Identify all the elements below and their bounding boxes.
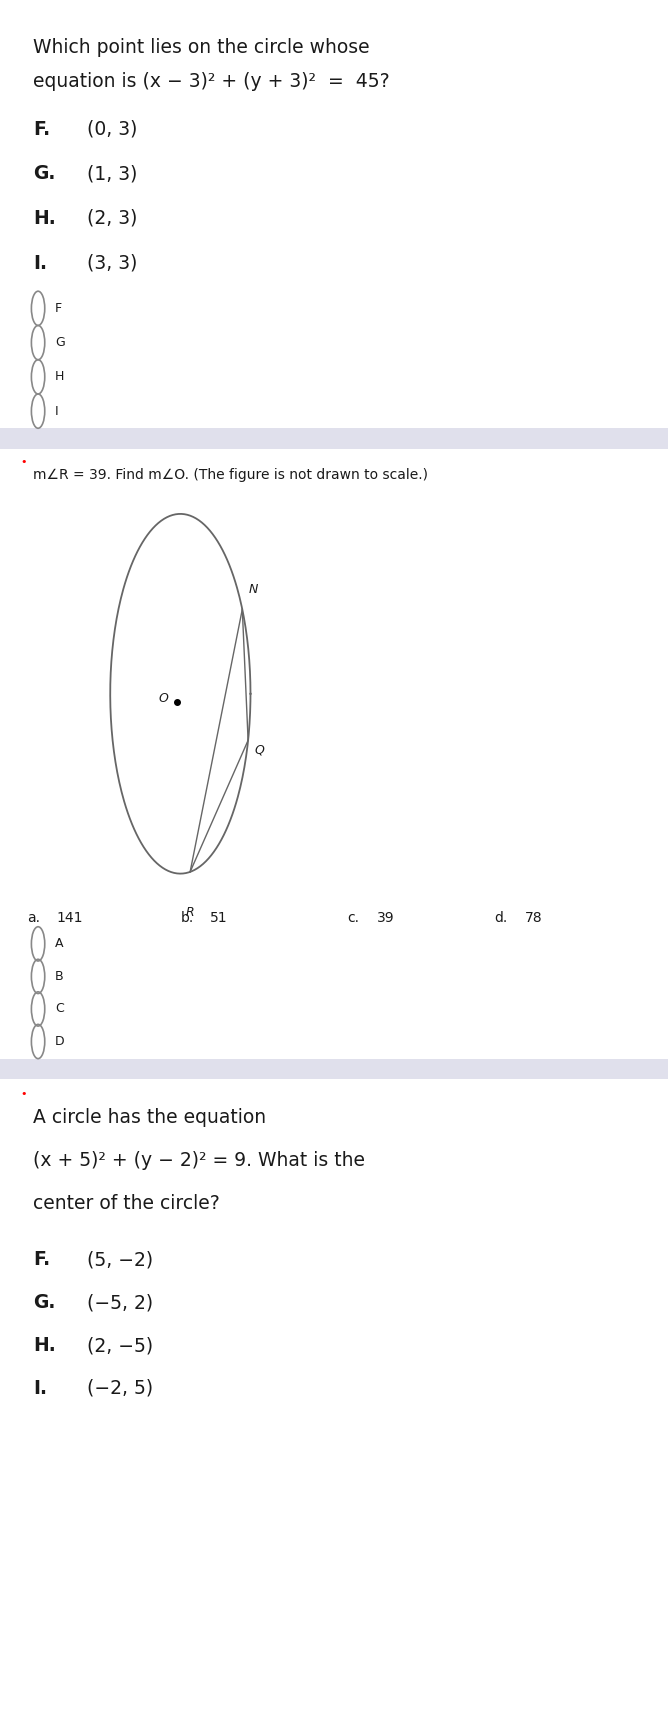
Text: 78: 78 (524, 911, 542, 925)
Text: G.: G. (33, 164, 55, 183)
Text: (x + 5)² + (y − 2)² = 9. What is the: (x + 5)² + (y − 2)² = 9. What is the (33, 1151, 365, 1170)
Text: a.: a. (27, 911, 39, 925)
Text: H.: H. (33, 209, 56, 228)
FancyBboxPatch shape (0, 428, 668, 449)
Text: (1, 3): (1, 3) (87, 164, 137, 183)
Text: equation is (x − 3)² + (y + 3)²  =  45?: equation is (x − 3)² + (y + 3)² = 45? (33, 72, 390, 91)
Text: •: • (20, 457, 27, 468)
Text: B: B (55, 970, 63, 983)
Text: (0, 3): (0, 3) (87, 120, 137, 139)
FancyBboxPatch shape (0, 1059, 668, 1079)
Text: 141: 141 (57, 911, 84, 925)
Text: (2, −5): (2, −5) (87, 1336, 153, 1355)
Text: c.: c. (347, 911, 359, 925)
Text: (3, 3): (3, 3) (87, 254, 137, 272)
Text: (−2, 5): (−2, 5) (87, 1379, 153, 1398)
Text: •: • (20, 1089, 27, 1100)
Text: F: F (55, 301, 62, 315)
Text: Which point lies on the circle whose: Which point lies on the circle whose (33, 38, 370, 57)
Text: I: I (55, 404, 58, 418)
Text: Q: Q (255, 743, 265, 757)
Text: F.: F. (33, 120, 51, 139)
Text: d.: d. (494, 911, 508, 925)
Text: (2, 3): (2, 3) (87, 209, 137, 228)
Text: F.: F. (33, 1250, 51, 1269)
Text: H: H (55, 370, 64, 384)
Text: D: D (55, 1035, 64, 1048)
Text: G: G (55, 336, 65, 349)
Text: N: N (249, 582, 259, 596)
Text: A circle has the equation: A circle has the equation (33, 1108, 267, 1127)
Text: m∠R = 39. Find m∠O. (The figure is not drawn to scale.): m∠R = 39. Find m∠O. (The figure is not d… (33, 468, 428, 481)
Text: C: C (55, 1002, 63, 1016)
Text: I.: I. (33, 1379, 47, 1398)
Text: (5, −2): (5, −2) (87, 1250, 153, 1269)
Text: R: R (186, 906, 194, 920)
Text: 39: 39 (377, 911, 395, 925)
Text: center of the circle?: center of the circle? (33, 1194, 220, 1213)
Text: (−5, 2): (−5, 2) (87, 1293, 153, 1312)
Text: O: O (158, 692, 168, 706)
Text: I.: I. (33, 254, 47, 272)
Text: H.: H. (33, 1336, 56, 1355)
Text: b.: b. (180, 911, 194, 925)
Text: A: A (55, 937, 63, 951)
Text: 51: 51 (210, 911, 228, 925)
Text: G.: G. (33, 1293, 55, 1312)
